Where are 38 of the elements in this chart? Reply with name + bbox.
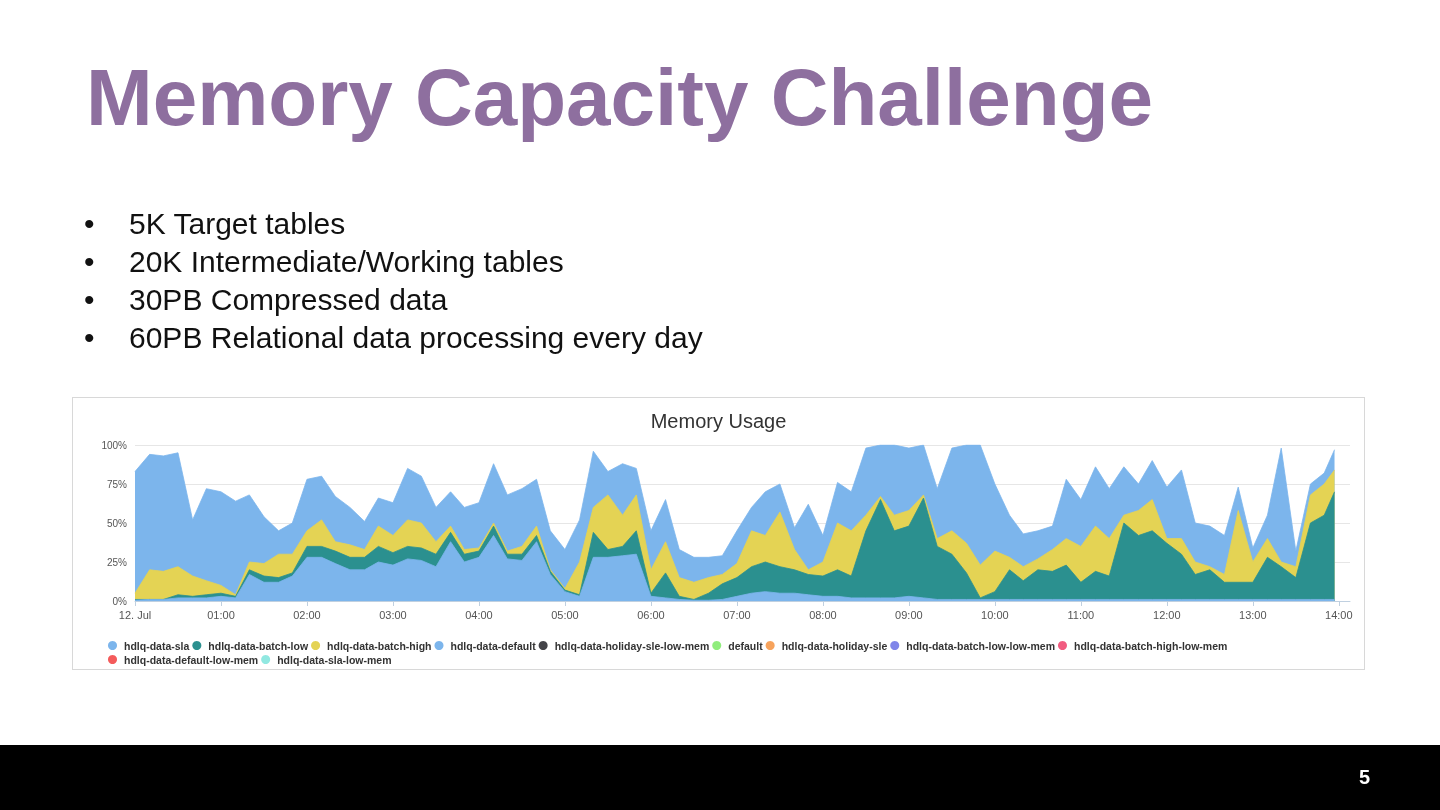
x-tick-label: 01:00 [207, 608, 235, 621]
y-tick-label: 25% [106, 556, 128, 568]
x-tick-label: 09:00 [895, 608, 923, 621]
x-tick-label: 02:00 [293, 608, 321, 621]
legend-label: hdlq-data-default-low-mem [124, 653, 259, 666]
text: • 60PB Relational data processing every day [84, 320, 703, 356]
legend-label: hdlq-data-batch-low [208, 639, 309, 652]
y-tick-label: 50% [106, 517, 128, 529]
x-tick-label: 06:00 [637, 608, 665, 621]
x-tick-label: 07:00 [723, 608, 751, 621]
x-tick-label: 12. Jul [118, 608, 152, 621]
text: • 20K Intermediate/Working tables [84, 244, 564, 280]
x-tick-label: 05:00 [551, 608, 579, 621]
x-tick-label: 10:00 [981, 608, 1009, 621]
legend-label: hdlq-data-batch-high [327, 639, 432, 652]
x-tick-label: 12:00 [1153, 608, 1181, 621]
y-tick-label: 0% [112, 595, 128, 607]
x-tick-label: 04:00 [465, 608, 493, 621]
legend-label: hdlq-data-batch-low-low-mem [906, 639, 1055, 652]
y-tick-label: 100% [101, 439, 128, 451]
legend-label: hdlq-data-batch-high-low-mem [1073, 639, 1228, 652]
legend-label: hdlq-data-holiday-sle [781, 639, 888, 652]
x-tick-label: 14:00 [1325, 608, 1353, 621]
legend-label: default [728, 639, 764, 652]
legend-label: hdlq-data-sla-low-mem [277, 653, 392, 666]
legend-label: hdlq-data-default [450, 639, 537, 652]
x-tick-label: 11:00 [1067, 608, 1095, 621]
legend-label: hdlq-data-sla [124, 639, 190, 652]
text: • 30PB Compressed data [84, 282, 448, 318]
text: 5 [1358, 766, 1370, 789]
chart-title: Memory Usage [650, 410, 787, 432]
x-tick-label: 13:00 [1239, 608, 1267, 621]
x-tick-label: 08:00 [809, 608, 837, 621]
text: • 5K Target tables [84, 206, 346, 242]
y-tick-label: 75% [106, 478, 128, 490]
legend-label: hdlq-data-holiday-sle-low-mem [554, 639, 710, 652]
x-tick-label: 03:00 [379, 608, 407, 621]
text: Memory Capacity Challenge [86, 52, 1153, 144]
